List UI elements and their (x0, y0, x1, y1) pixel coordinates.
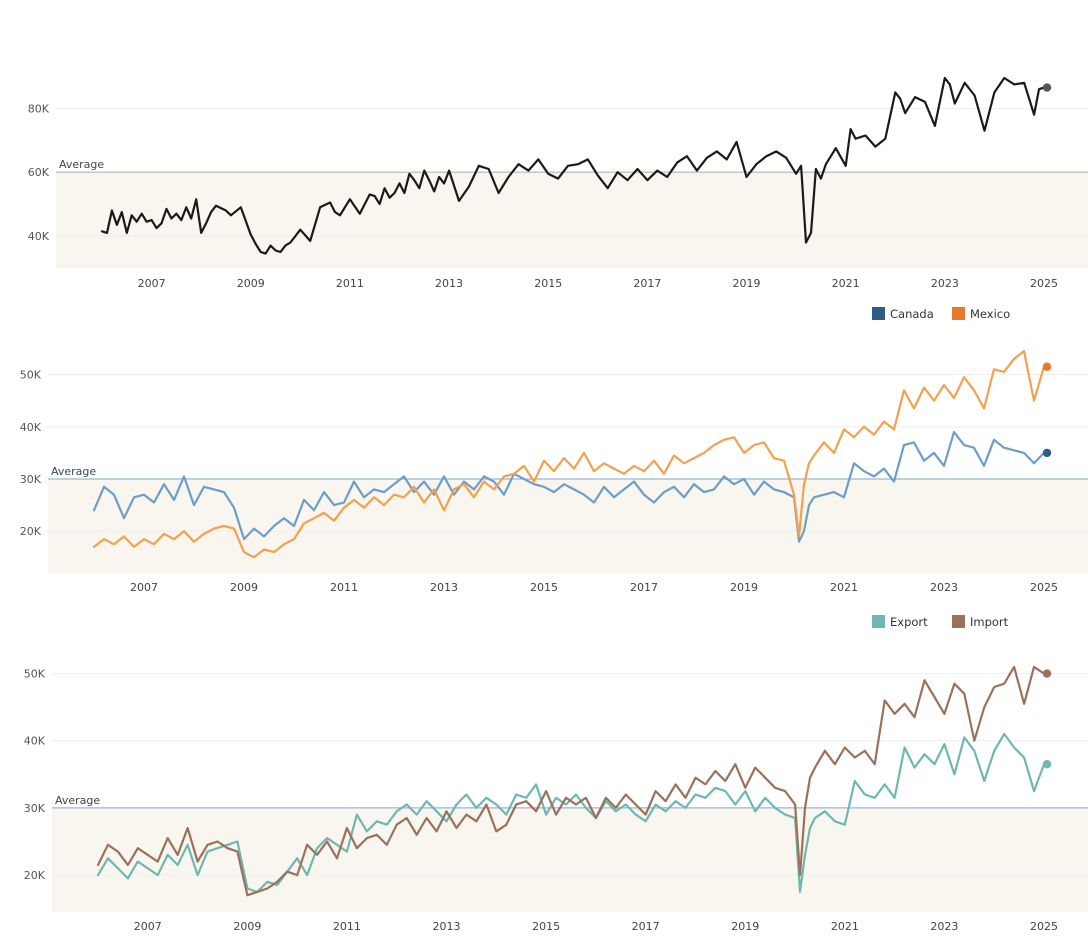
y-tick-label: 40K (24, 735, 46, 748)
average-label: Average (55, 794, 100, 807)
y-tick-label: 20K (24, 869, 46, 882)
series-end-marker (1042, 83, 1052, 92)
series-line-mexico (92, 350, 1046, 559)
x-tick-label: 2023 (931, 277, 959, 290)
x-tick-label: 2015 (530, 581, 558, 594)
x-tick-label: 2007 (134, 920, 162, 933)
x-tick-label: 2009 (237, 277, 265, 290)
x-tick-label: 2011 (333, 920, 361, 933)
y-tick-label: 30K (20, 473, 42, 486)
x-tick-label: 2017 (633, 277, 661, 290)
x-tick-label: 2017 (630, 581, 658, 594)
x-tick-label: 2015 (532, 920, 560, 933)
legend-label: Mexico (970, 307, 1010, 321)
series-line-total (100, 76, 1046, 255)
y-tick-label: 80K (28, 102, 50, 115)
x-tick-label: 2011 (336, 277, 364, 290)
x-tick-label: 2015 (534, 277, 562, 290)
y-tick-label: 40K (20, 421, 42, 434)
below-average-band (52, 807, 1088, 912)
series-end-marker (1042, 448, 1052, 458)
below-average-band (56, 172, 1088, 268)
x-tick-label: 2023 (930, 581, 958, 594)
x-tick-label: 2019 (731, 920, 759, 933)
x-tick-label: 2025 (1030, 920, 1058, 933)
x-tick-label: 2025 (1030, 581, 1058, 594)
y-tick-label: 50K (20, 369, 42, 382)
y-tick-label: 20K (20, 525, 42, 538)
legend-swatch (872, 307, 885, 320)
x-tick-label: 2019 (733, 277, 761, 290)
series-end-marker (1042, 362, 1052, 371)
average-label: Average (59, 158, 104, 171)
x-tick-label: 2007 (138, 277, 166, 290)
y-tick-label: 30K (24, 802, 46, 815)
x-tick-label: 2017 (632, 920, 660, 933)
legend-label: Import (970, 615, 1009, 629)
x-tick-label: 2021 (832, 277, 860, 290)
legend-label: Canada (890, 307, 934, 321)
chart-panel-canada-mexico: 20K 30K 40K 50K Average 2007 2009 2011 2013 2015 2… (20, 307, 1088, 594)
chart-panel-export-import: 20K 30K 40K 50K Average 2007 2009 2011 2013 2015 2… (24, 615, 1088, 933)
x-tick-label: 2023 (930, 920, 958, 933)
legend-swatch (952, 307, 965, 320)
x-tick-label: 2021 (830, 581, 858, 594)
x-tick-label: 2013 (435, 277, 463, 290)
y-tick-label: 60K (28, 166, 50, 179)
x-tick-label: 2013 (430, 581, 458, 594)
y-tick-label: 40K (28, 230, 50, 243)
x-tick-label: 2013 (433, 920, 461, 933)
series-line-import (96, 665, 1046, 897)
x-tick-label: 2011 (330, 581, 358, 594)
average-label: Average (51, 465, 96, 478)
x-tick-label: 2021 (831, 920, 859, 933)
series-end-marker (1042, 760, 1052, 769)
legend-swatch (952, 615, 965, 628)
x-tick-label: 2019 (730, 581, 758, 594)
x-tick-label: 2009 (230, 581, 258, 594)
legend-swatch (872, 615, 885, 628)
x-tick-label: 2025 (1030, 277, 1058, 290)
legend-label: Export (890, 615, 928, 629)
x-tick-label: 2009 (233, 920, 261, 933)
x-tick-label: 2007 (130, 581, 158, 594)
series-line-canada (92, 430, 1046, 543)
below-average-band (48, 479, 1088, 573)
y-tick-label: 50K (24, 668, 46, 681)
chart-panel-total: 40K 60K 80K Average 2007 2009 2011 2013 2015 2017… (28, 70, 1088, 290)
series-end-marker (1042, 669, 1052, 678)
